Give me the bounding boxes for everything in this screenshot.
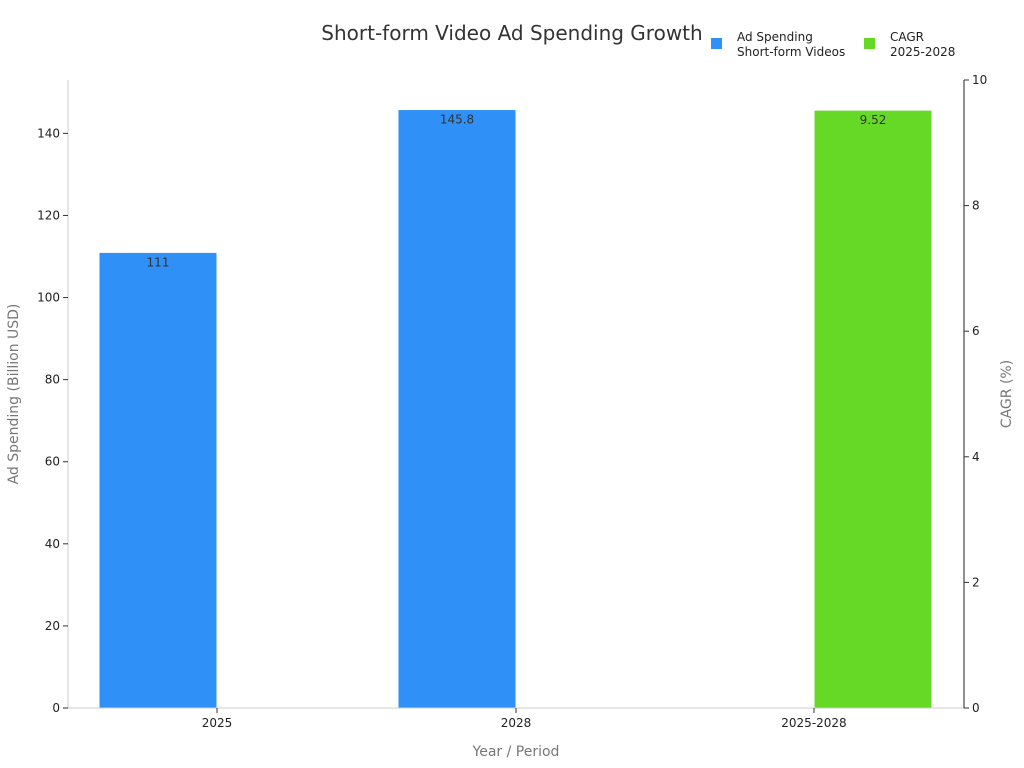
y-tick-label: 120 [37, 208, 60, 222]
bar [98, 251, 218, 709]
y-tick-label: 20 [45, 619, 60, 633]
data-label: 145.8 [440, 113, 474, 127]
x-tick-label: 2025 [202, 716, 233, 730]
legend-label-ad-spending: Ad Spending Short-form Videos [737, 30, 845, 59]
x-tick-label: 2028 [501, 716, 532, 730]
y-tick-label: 100 [37, 291, 60, 305]
legend-line: 2025-2028 [890, 45, 955, 59]
y-tick-label: 140 [37, 126, 60, 140]
y-tick-label: 0 [52, 701, 60, 715]
bar [397, 109, 517, 709]
y2-tick-label: 4 [972, 450, 980, 464]
y2-tick-label: 0 [972, 701, 980, 715]
data-label: 111 [147, 255, 170, 269]
bar [813, 109, 933, 709]
y-axis-title: Ad Spending (Billion USD) [6, 304, 22, 485]
chart-title: Short-form Video Ad Spending Growth [321, 21, 702, 45]
plot-area: 111 145.8 9.52 0 20 40 60 80 100 120 140 0 2 4 6 8 10 202… [37, 73, 987, 730]
legend-swatch-cagr [864, 38, 875, 49]
data-label: 9.52 [860, 113, 887, 127]
y-tick-label: 40 [45, 537, 60, 551]
y2-tick-label: 8 [972, 199, 980, 213]
y2-tick-label: 10 [972, 73, 987, 87]
legend-swatch-ad-spending [711, 38, 722, 49]
y2-axis-title: CAGR (%) [999, 360, 1015, 428]
y-tick-label: 60 [45, 455, 60, 469]
legend-label-cagr: CAGR 2025-2028 [890, 30, 955, 59]
legend-line: Ad Spending [737, 30, 813, 44]
legend-line: Short-form Videos [737, 45, 845, 59]
x-axis-title: Year / Period [472, 744, 560, 760]
x-tick-label: 2025-2028 [781, 716, 846, 730]
legend: Ad Spending Short-form Videos CAGR 2025-… [711, 30, 955, 59]
legend-line: CAGR [890, 30, 924, 44]
y2-tick-label: 2 [972, 575, 980, 589]
y-tick-label: 80 [45, 373, 60, 387]
y2-tick-label: 6 [972, 324, 980, 338]
